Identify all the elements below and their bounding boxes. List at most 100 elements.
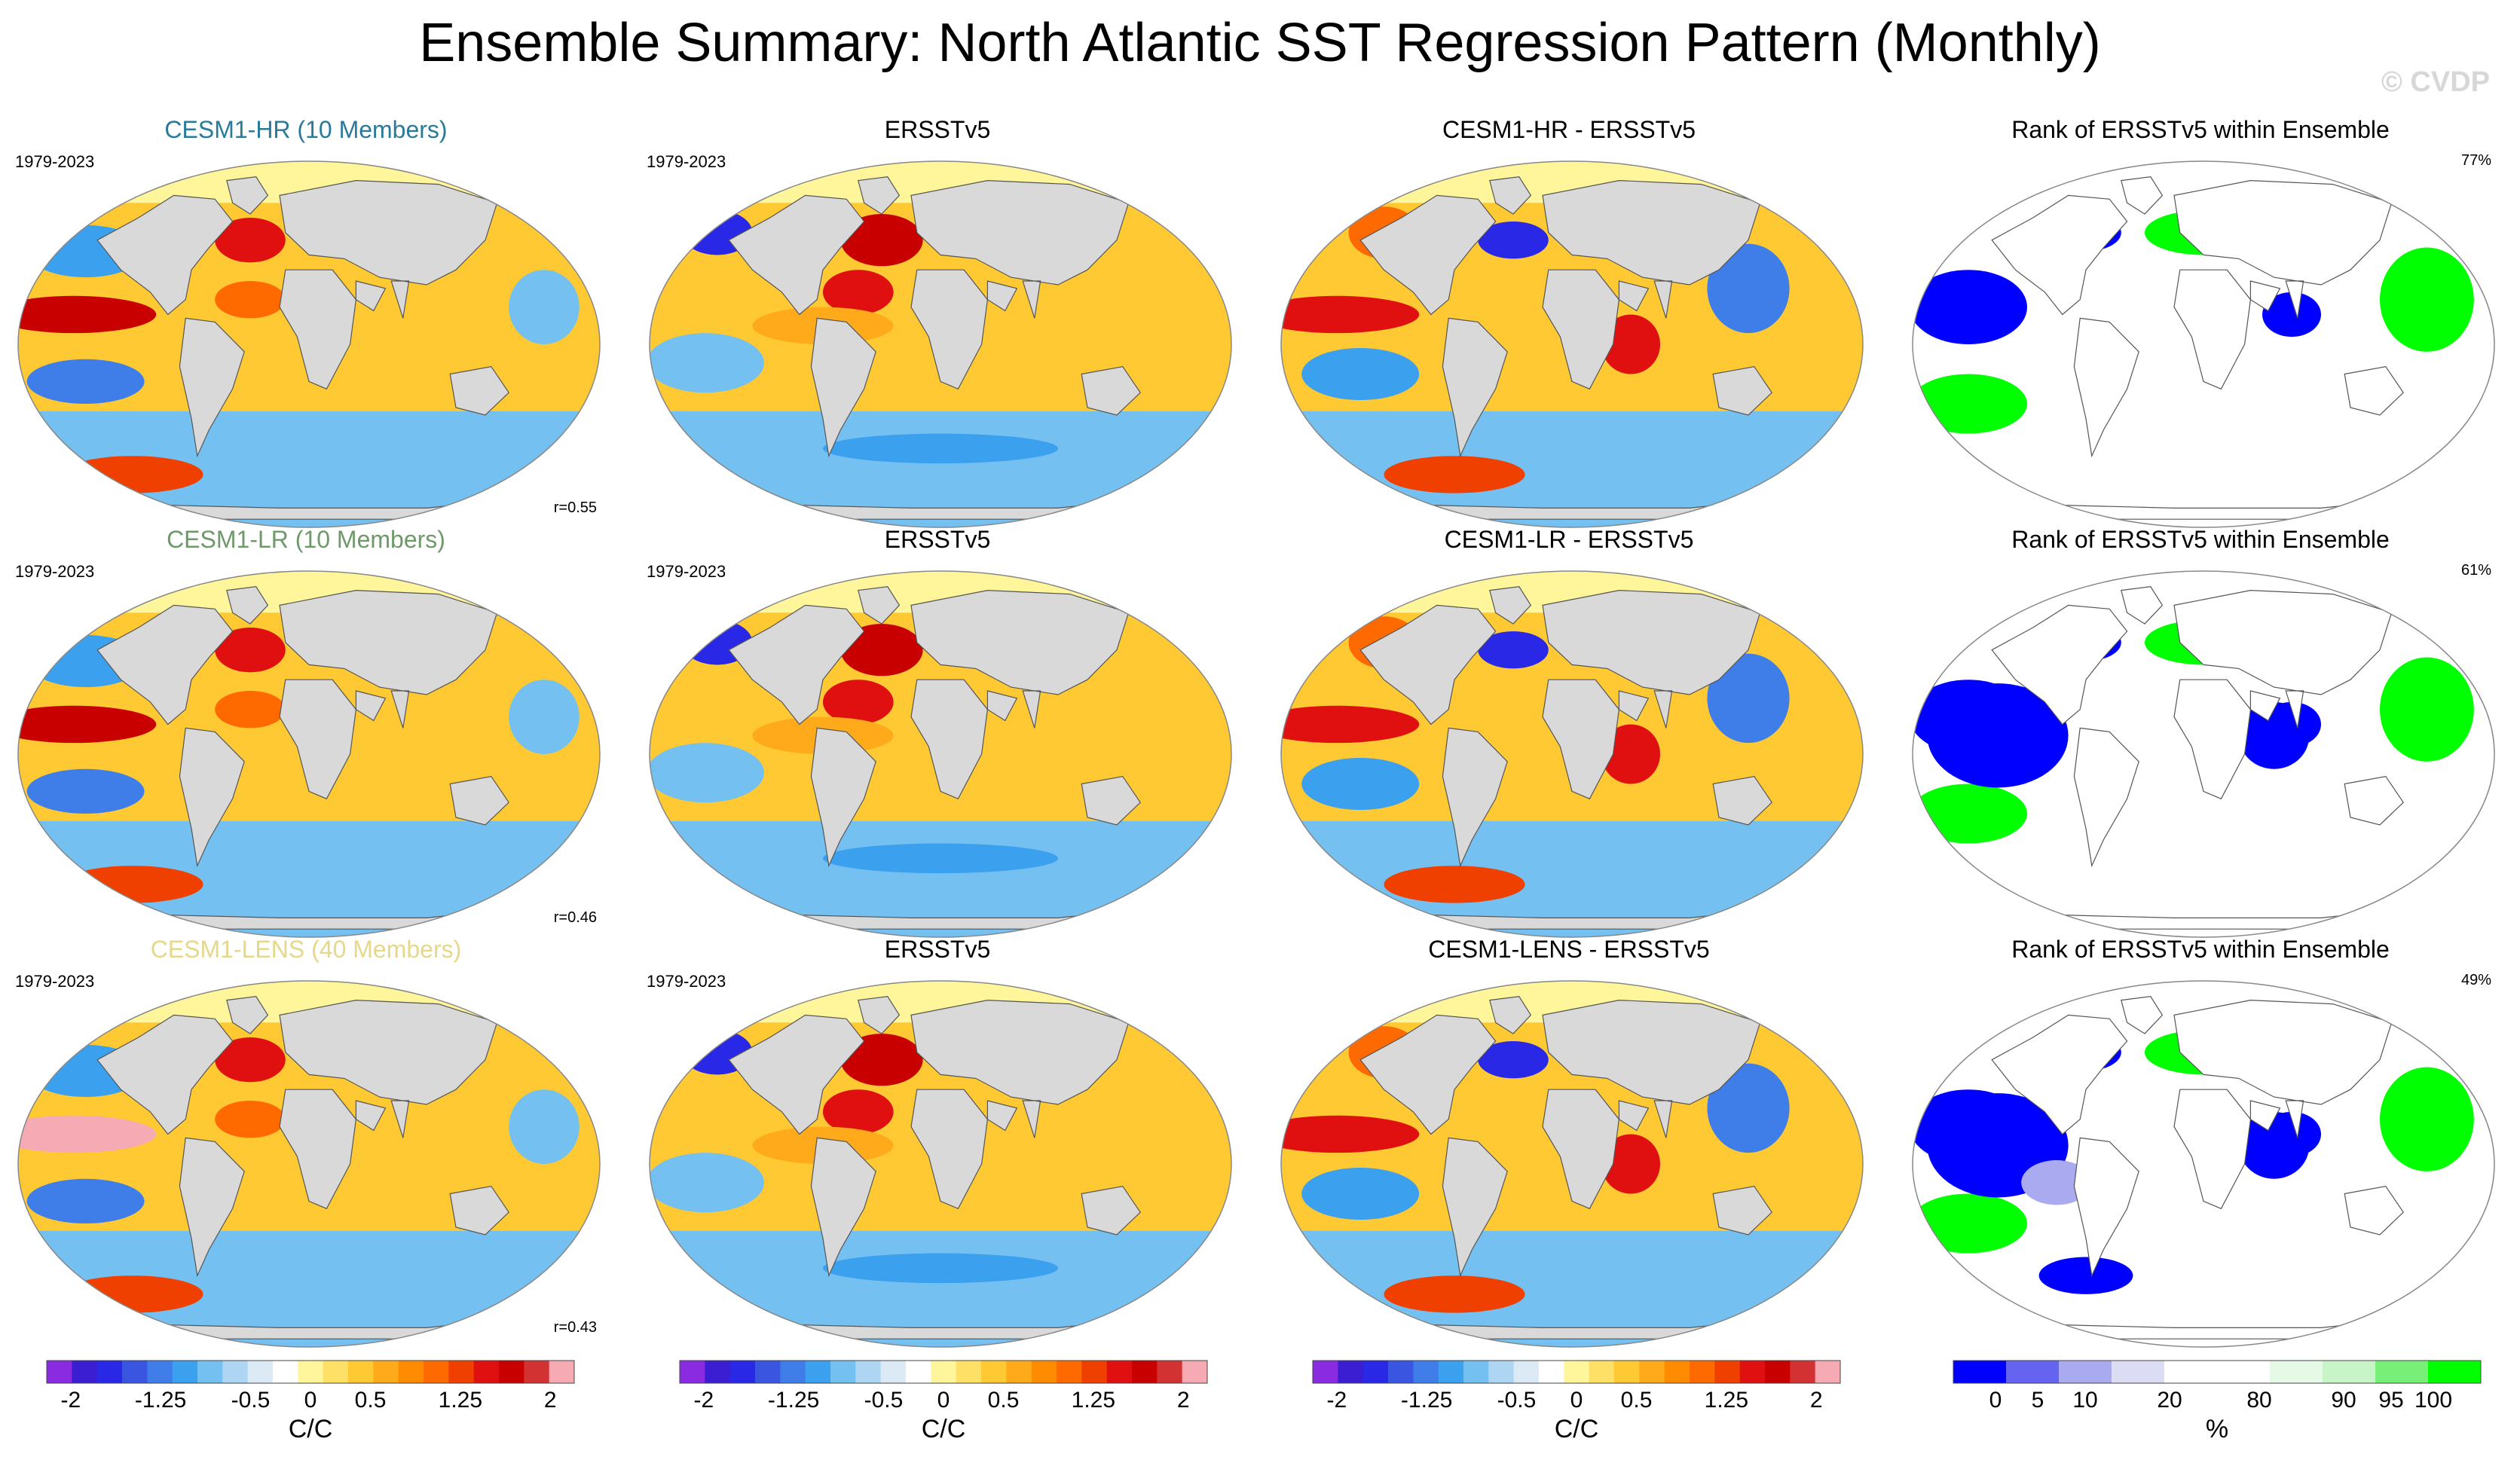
colorbar-swatch	[1157, 1361, 1183, 1383]
colorbar-swatch	[273, 1361, 298, 1383]
sst-anomaly-region	[26, 359, 145, 405]
colorbar-tick-label: 20	[2157, 1388, 2182, 1413]
panel-title: ERSSTv5	[884, 936, 991, 963]
sst-anomaly-region	[1384, 456, 1525, 493]
colorbar-swatch	[855, 1361, 882, 1383]
colorbar-tick-label: -1.25	[1400, 1388, 1453, 1413]
sst-anomaly-region	[215, 628, 286, 673]
colorbar-tick-label: 0	[1570, 1388, 1583, 1413]
rank-region	[2038, 1257, 2133, 1294]
sst-anomaly-region	[823, 843, 1058, 874]
colorbar-swatch	[1564, 1361, 1590, 1383]
colorbar-swatch	[473, 1361, 500, 1383]
sst-anomaly-region	[823, 1089, 894, 1135]
sst-anomaly-region	[650, 743, 764, 803]
land-mask	[728, 586, 1141, 930]
colorbar-swatch	[2164, 1361, 2218, 1383]
sst-colorbar: -2 -1.25 -0.5 0 0.5 1.25 2 C/C	[1305, 1358, 1848, 1443]
colorbar-tick-label: -0.5	[231, 1388, 271, 1413]
colorbar-frame	[1312, 1360, 1841, 1384]
colorbar-tick-label: -2	[1326, 1388, 1347, 1413]
sst-anomaly-region	[215, 1037, 286, 1083]
map-outline	[1280, 160, 1864, 528]
colorbar-swatch	[680, 1361, 705, 1383]
sst-anomaly-region	[1281, 295, 1420, 334]
panel-diff-row2: CESM1-LR - ERSSTv5	[1268, 523, 1870, 938]
period-label: 1979-2023	[647, 152, 726, 171]
map-model-row2	[17, 570, 601, 938]
panel-title: CESM1-LENS (40 Members)	[150, 936, 462, 963]
map-model-row1	[17, 160, 601, 528]
rank-region	[2262, 292, 2321, 338]
colorbar-swatch	[2428, 1361, 2482, 1383]
panel-rank-row2: Rank of ERSSTv5 within Ensemble 61%	[1899, 523, 2502, 938]
colorbar-swatch	[549, 1361, 575, 1383]
land-mask	[1359, 586, 1772, 930]
sst-anomaly-region	[215, 1101, 286, 1138]
sst-anomaly-region	[62, 456, 203, 493]
colorbar-swatch	[96, 1361, 123, 1383]
colorbar-frame	[1953, 1360, 2482, 1384]
colorbar-swatch	[1362, 1361, 1389, 1383]
map-obs-row1	[649, 160, 1232, 528]
colorbar-tick-label: -0.5	[1497, 1388, 1537, 1413]
map-diff-row1	[1280, 160, 1864, 528]
sst-anomaly-region	[1069, 653, 1164, 744]
sst-anomaly-region	[840, 214, 923, 267]
sst-anomaly-region	[823, 1253, 1058, 1284]
sst-anomaly-region	[509, 680, 580, 754]
panel-title: CESM1-LR - ERSSTv5	[1444, 526, 1694, 553]
sst-anomaly-region	[509, 270, 580, 344]
colorbar-swatch	[72, 1361, 98, 1383]
colorbar-units: %	[2205, 1415, 2229, 1443]
period-label: 1979-2023	[647, 562, 726, 581]
rank-percent: 49%	[2460, 972, 2491, 988]
rank-region	[2238, 701, 2310, 769]
panel-title: ERSSTv5	[884, 116, 991, 143]
panel-title: CESM1-HR - ERSSTv5	[1442, 116, 1696, 143]
panel-title: CESM1-HR (10 Members)	[164, 116, 448, 143]
colorbar-swatch	[1815, 1361, 1841, 1383]
colorbar-tick-label: 2	[1809, 1388, 1823, 1413]
rank-region	[1913, 783, 2027, 844]
land-mask	[1359, 176, 1772, 520]
panel-rank-row3: Rank of ERSSTv5 within Ensemble 49%	[1899, 933, 2502, 1348]
colorbar-swatch	[524, 1361, 550, 1383]
panel-obs-row3: ERSSTv5 1979-2023	[636, 933, 1239, 1348]
colorbar-swatch	[805, 1361, 831, 1383]
sst-anomaly-region	[26, 1178, 145, 1224]
colorbar-swatch	[1739, 1361, 1766, 1383]
rank-region	[2238, 1111, 2310, 1179]
colorbar-tick-label: 0	[304, 1388, 317, 1413]
rank-percent: 77%	[2460, 152, 2491, 169]
colorbar-swatch	[1081, 1361, 1108, 1383]
sst-colorbar: -2 -1.25 -0.5 0 0.5 1.25 2 C/C	[672, 1358, 1215, 1443]
colorbar-tick-label: 0.5	[354, 1388, 387, 1413]
colorbar-swatch	[298, 1361, 324, 1383]
map-obs-row3	[649, 980, 1232, 1348]
sst-anomaly-region	[1601, 724, 1660, 784]
colorbar-swatch	[830, 1361, 856, 1383]
sst-anomaly-region	[823, 270, 894, 315]
colorbar-swatch	[2217, 1361, 2271, 1383]
sst-anomaly-region	[1707, 653, 1790, 744]
colorbar-swatch	[197, 1361, 223, 1383]
colorbar-swatch	[1463, 1361, 1489, 1383]
rank-region	[1913, 270, 2027, 345]
map-rank-row1	[1912, 160, 2495, 528]
rank-region	[2380, 1067, 2474, 1171]
map-diff-row3	[1280, 980, 1864, 1348]
sst-anomaly-region	[1707, 243, 1790, 334]
colorbar-swatch	[1132, 1361, 1158, 1383]
sst-anomaly-region	[1301, 757, 1420, 811]
sst-anomaly-region	[1069, 243, 1164, 334]
colorbar-swatch	[1488, 1361, 1515, 1383]
period-label: 1979-2023	[15, 972, 95, 991]
panel-model-row1: CESM1-HR (10 Members) 1979-2023 r=0.55	[5, 113, 607, 528]
pattern-correlation: r=0.43	[553, 1319, 597, 1336]
rank-region	[1913, 374, 2027, 434]
colorbar-swatch	[348, 1361, 374, 1383]
watermark: © CVDP	[2381, 66, 2490, 98]
colorbar-swatch	[1690, 1361, 1715, 1383]
map-outline	[1912, 570, 2495, 938]
